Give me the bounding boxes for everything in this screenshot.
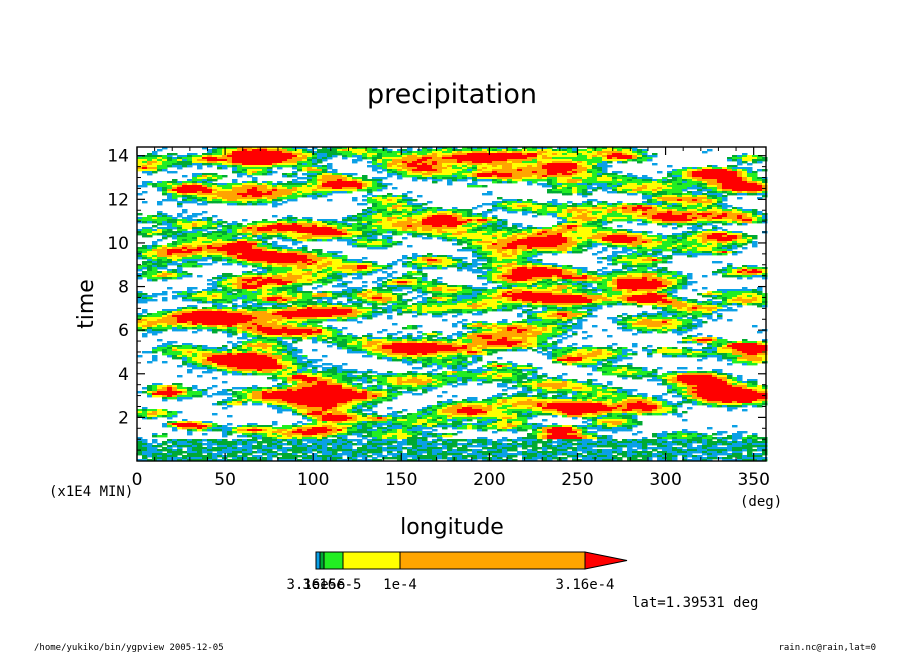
colorbar-labels: 3.16e-61e-53.16e-5 1e-4 3.16e-4 xyxy=(286,577,614,593)
y-tick-label: 14 xyxy=(107,147,129,167)
x-tick-label: 350 xyxy=(737,470,769,490)
footer-right: rain.nc@rain,lat=0 xyxy=(778,643,876,653)
x-tick-label: 100 xyxy=(297,470,329,490)
colorbar-extend-arrow xyxy=(584,551,628,570)
colorbar-level-label: 3.16e-5 xyxy=(302,577,361,593)
colorbar-segment xyxy=(315,551,321,570)
x-axis-label: longitude xyxy=(400,515,504,540)
colorbar-level-label: 3.16e-6 xyxy=(286,577,345,593)
y-tick-label: 4 xyxy=(118,365,129,385)
y-tick-label: 2 xyxy=(118,408,129,428)
colorbar-level-label: 1e-4 xyxy=(383,577,417,593)
colorbar-level-label: 1e-5 xyxy=(303,577,337,593)
x-tick-label: 300 xyxy=(649,470,681,490)
x-unit-label: (deg) xyxy=(740,494,782,510)
x-tick-labels: 0 50 100 150 200 250 300 350 xyxy=(132,470,770,490)
x-tick-label: 50 xyxy=(214,470,236,490)
y-tick-labels: 2 4 6 8 10 12 14 xyxy=(107,147,129,429)
latitude-annotation: lat=1.39531 deg xyxy=(632,595,758,611)
footer-left: /home/yukiko/bin/ygpview 2005-12-05 xyxy=(34,643,224,653)
colorbar-segment xyxy=(342,551,401,570)
chart-title: precipitation xyxy=(367,79,537,110)
y-tick-label: 6 xyxy=(118,321,129,341)
y-unit-label: (x1E4 MIN) xyxy=(49,484,133,500)
y-tick-label: 8 xyxy=(118,278,129,298)
plot-frame xyxy=(136,146,767,462)
axis-ticks xyxy=(136,147,766,461)
colorbar-level-label: 3.16e-4 xyxy=(555,577,614,593)
colorbar-segment xyxy=(323,551,344,570)
colorbar-segment xyxy=(399,551,586,570)
x-tick-label: 200 xyxy=(473,470,505,490)
y-tick-label: 10 xyxy=(107,234,129,254)
x-tick-label: 0 xyxy=(132,470,143,490)
x-tick-label: 250 xyxy=(561,470,593,490)
y-axis-label: time xyxy=(74,279,99,329)
colorbar-segment xyxy=(319,551,325,570)
x-tick-label: 150 xyxy=(385,470,417,490)
colorbar xyxy=(315,551,628,570)
y-tick-label: 12 xyxy=(107,190,129,210)
precipitation-field xyxy=(137,147,768,462)
